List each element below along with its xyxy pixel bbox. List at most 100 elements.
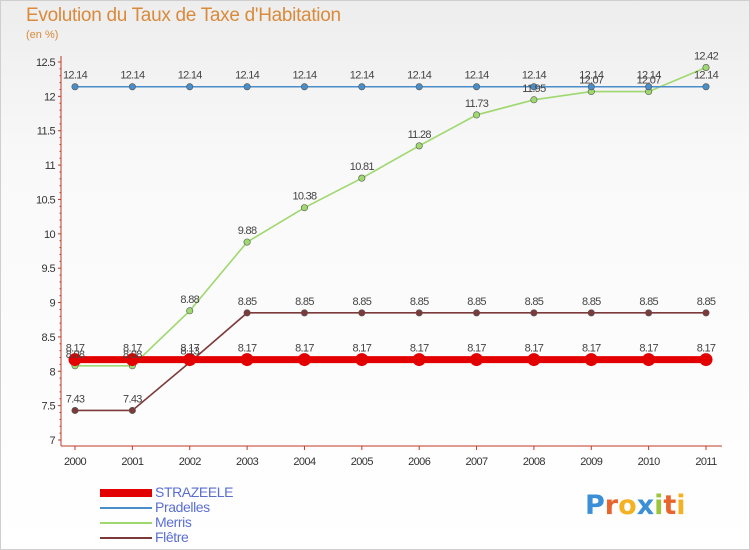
data-point xyxy=(642,353,656,367)
logo-letter: t xyxy=(663,490,677,521)
data-label: 8.17 xyxy=(697,343,716,355)
data-label: 11.95 xyxy=(522,83,546,95)
data-label: 8.85 xyxy=(525,296,544,308)
data-label: 12.07 xyxy=(579,75,604,87)
data-label: 7.43 xyxy=(66,393,85,405)
data-label: 8.08 xyxy=(123,349,142,361)
data-label: 8.17 xyxy=(66,343,85,355)
x-tick-label: 2010 xyxy=(638,456,661,468)
data-point xyxy=(128,83,136,91)
data-label: 8.17 xyxy=(467,343,486,355)
y-tick-label: 10.5 xyxy=(36,194,55,206)
data-label: 8.17 xyxy=(238,343,257,355)
data-label: 12.14 xyxy=(522,70,547,82)
data-point xyxy=(415,309,423,317)
logo-letter: o xyxy=(618,490,637,521)
x-tick-label: 2003 xyxy=(236,456,259,468)
y-tick-label: 8.5 xyxy=(42,332,56,344)
data-point xyxy=(702,83,710,91)
legend-swatch-strazeele xyxy=(100,489,152,497)
proxiti-logo: Proxiti xyxy=(585,490,686,521)
x-tick-label: 2000 xyxy=(64,456,87,468)
data-point xyxy=(300,204,308,212)
legend-label-strazeele: STRAZEELE xyxy=(155,484,234,500)
chart-subtitle: (en %) xyxy=(26,29,59,41)
data-label: 12.14 xyxy=(579,70,604,82)
data-point xyxy=(358,174,366,182)
series-line-merris xyxy=(75,66,707,367)
data-label: 11.28 xyxy=(408,129,432,141)
data-point xyxy=(645,83,653,91)
y-tick-label: 12 xyxy=(44,91,56,103)
data-point xyxy=(645,309,653,317)
x-tick-label: 2009 xyxy=(580,456,603,468)
legend-label-fletre: Flêtre xyxy=(155,529,189,545)
logo-letter: P xyxy=(585,490,605,521)
y-tick-label: 9 xyxy=(49,298,55,310)
data-label: 12.14 xyxy=(407,70,432,82)
data-label: 8.88 xyxy=(180,294,199,306)
data-label: 9.88 xyxy=(238,225,257,237)
data-point xyxy=(300,83,308,91)
data-label: 8.17 xyxy=(180,343,199,355)
data-point xyxy=(702,309,710,317)
data-label: 12.14 xyxy=(235,70,260,82)
series-line-flêtre xyxy=(75,312,706,412)
x-tick-label: 2005 xyxy=(351,456,374,468)
data-label: 12.14 xyxy=(694,70,719,82)
data-label: 8.85 xyxy=(410,296,429,308)
x-tick-label: 2006 xyxy=(408,456,431,468)
data-point xyxy=(186,83,194,91)
y-tick-label: 9.5 xyxy=(42,263,56,275)
logo-letter: x xyxy=(636,490,655,521)
data-label: 8.17 xyxy=(582,343,601,355)
data-point xyxy=(240,353,254,367)
data-label: 11.73 xyxy=(465,98,489,110)
y-tick-label: 7.5 xyxy=(42,401,56,413)
data-point xyxy=(128,406,136,414)
legend-swatch-merris xyxy=(100,522,152,524)
data-label: 12.14 xyxy=(350,70,375,82)
data-point xyxy=(358,83,366,91)
legend-label-pradelles: Pradelles xyxy=(155,499,210,515)
data-label: 8.17 xyxy=(353,343,372,355)
y-tick-label: 12.5 xyxy=(36,57,55,69)
data-point xyxy=(297,353,311,367)
data-point xyxy=(530,83,538,91)
data-label: 8.85 xyxy=(697,296,716,308)
data-label: 8.85 xyxy=(295,296,314,308)
data-point xyxy=(186,307,194,315)
chart-title: Evolution du Taux de Taxe d'Habitation xyxy=(26,5,341,26)
logo-letter: r xyxy=(604,490,619,521)
data-point xyxy=(243,238,251,246)
data-label: 8.08 xyxy=(66,349,85,361)
data-point xyxy=(415,142,423,150)
data-point xyxy=(243,83,251,91)
data-label: 12.14 xyxy=(63,70,88,82)
legend-swatch-pradelles xyxy=(100,507,152,509)
x-tick-label: 2002 xyxy=(179,456,202,468)
data-label: 8.17 xyxy=(525,343,544,355)
x-tick-label: 2004 xyxy=(293,456,316,468)
data-label: 12.14 xyxy=(120,70,145,82)
data-label: 8.17 xyxy=(123,343,142,355)
legend-label-merris: Merris xyxy=(155,514,192,530)
data-label: 8.85 xyxy=(467,296,486,308)
x-tick-label: 2011 xyxy=(695,456,717,468)
data-point xyxy=(530,96,538,104)
data-label: 8.85 xyxy=(353,296,372,308)
data-point xyxy=(71,406,79,414)
data-label: 12.14 xyxy=(637,70,662,82)
y-tick-label: 7 xyxy=(49,435,55,447)
data-point xyxy=(355,353,369,367)
data-point xyxy=(68,353,82,367)
logo-letter: i xyxy=(654,490,664,521)
data-label: 12.07 xyxy=(637,75,662,87)
y-tick-label: 11 xyxy=(45,160,56,172)
data-point xyxy=(473,309,481,317)
data-label: 12.14 xyxy=(178,70,203,82)
data-label: 8.17 xyxy=(295,343,314,355)
x-tick-label: 2001 xyxy=(121,456,144,468)
data-point xyxy=(358,309,366,317)
